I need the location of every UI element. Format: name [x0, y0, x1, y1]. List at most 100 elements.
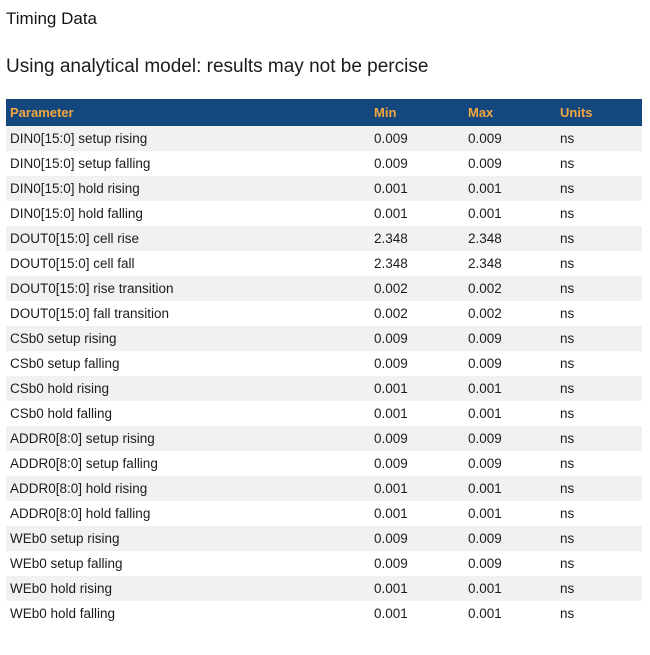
parameter-cell: DOUT0[15:0] cell rise [10, 231, 140, 246]
max-cell: 0.001 [468, 381, 502, 396]
min-cell: 0.002 [374, 281, 408, 296]
units-cell: ns [560, 406, 575, 421]
min-cell: 0.001 [374, 206, 408, 221]
max-cell: 0.009 [468, 531, 502, 546]
min-cell: 0.009 [374, 356, 408, 371]
parameter-cell: ADDR0[8:0] setup falling [10, 456, 158, 471]
units-cell: ns [560, 281, 575, 296]
max-cell: 0.001 [468, 581, 502, 596]
min-cell: 2.348 [374, 231, 408, 246]
table-row: CSb0 setup rising 0.009 0.009 ns [6, 326, 642, 351]
min-cell: 0.009 [374, 531, 408, 546]
max-cell: 2.348 [468, 256, 502, 271]
table-row: DOUT0[15:0] fall transition 0.002 0.002 ns [6, 301, 642, 326]
table-row: CSb0 hold falling 0.001 0.001 ns [6, 401, 642, 426]
max-cell: 0.009 [468, 131, 502, 146]
table-row: WEb0 setup falling 0.009 0.009 ns [6, 551, 642, 576]
units-cell: ns [560, 306, 575, 321]
max-cell: 0.009 [468, 431, 502, 446]
min-cell: 0.001 [374, 381, 408, 396]
units-cell: ns [560, 156, 575, 171]
page-title: Timing Data [6, 9, 98, 28]
min-cell: 0.001 [374, 581, 408, 596]
min-cell: 0.002 [374, 306, 408, 321]
parameter-cell: DIN0[15:0] setup falling [10, 156, 151, 171]
table-header: Parameter Min Max Units [6, 99, 642, 126]
table-row: DIN0[15:0] setup falling 0.009 0.009 ns [6, 151, 642, 176]
units-cell: ns [560, 531, 575, 546]
units-cell: ns [560, 456, 575, 471]
units-cell: ns [560, 581, 575, 596]
max-cell: 0.001 [468, 606, 502, 621]
parameter-cell: WEb0 hold rising [10, 581, 113, 596]
min-cell: 2.348 [374, 256, 408, 271]
max-cell: 0.001 [468, 481, 502, 496]
parameter-cell: ADDR0[8:0] hold falling [10, 506, 151, 521]
parameter-cell: DOUT0[15:0] cell fall [10, 256, 135, 271]
table-body: DIN0[15:0] setup rising 0.009 0.009 ns DIN0[… [6, 126, 642, 626]
table-row: CSb0 hold rising 0.001 0.001 ns [6, 376, 642, 401]
parameter-cell: WEb0 setup rising [10, 531, 120, 546]
max-cell: 0.001 [468, 406, 502, 421]
table-row: ADDR0[8:0] setup falling 0.009 0.009 ns [6, 451, 642, 476]
table-row: DIN0[15:0] hold falling 0.001 0.001 ns [6, 201, 642, 226]
parameter-cell: DIN0[15:0] hold falling [10, 206, 143, 221]
min-cell: 0.001 [374, 506, 408, 521]
parameter-cell: ADDR0[8:0] setup rising [10, 431, 155, 446]
table-row: DOUT0[15:0] cell rise 2.348 2.348 ns [6, 226, 642, 251]
parameter-cell: WEb0 setup falling [10, 556, 123, 571]
units-cell: ns [560, 556, 575, 571]
table-row: WEb0 hold falling 0.001 0.001 ns [6, 601, 642, 626]
parameter-cell: CSb0 setup rising [10, 331, 117, 346]
parameter-cell: WEb0 hold falling [10, 606, 116, 621]
units-cell: ns [560, 381, 575, 396]
max-cell: 0.009 [468, 556, 502, 571]
units-cell: ns [560, 506, 575, 521]
column-header-max: Max [464, 99, 556, 126]
table-row: DIN0[15:0] setup rising 0.009 0.009 ns [6, 126, 642, 151]
min-cell: 0.009 [374, 156, 408, 171]
max-cell: 0.001 [468, 206, 502, 221]
table-header-row: Parameter Min Max Units [6, 99, 642, 126]
parameter-cell: CSb0 hold falling [10, 406, 113, 421]
units-cell: ns [560, 206, 575, 221]
parameter-cell: ADDR0[8:0] hold rising [10, 481, 148, 496]
units-cell: ns [560, 606, 575, 621]
table-row: DOUT0[15:0] cell fall 2.348 2.348 ns [6, 251, 642, 276]
min-cell: 0.009 [374, 331, 408, 346]
min-cell: 0.009 [374, 556, 408, 571]
min-cell: 0.001 [374, 406, 408, 421]
units-cell: ns [560, 181, 575, 196]
table-row: DOUT0[15:0] rise transition 0.002 0.002 ns [6, 276, 642, 301]
column-header-units: Units [556, 99, 642, 126]
units-cell: ns [560, 131, 575, 146]
units-cell: ns [560, 256, 575, 271]
column-header-parameter: Parameter [6, 99, 370, 126]
max-cell: 0.009 [468, 456, 502, 471]
parameter-cell: DIN0[15:0] setup rising [10, 131, 148, 146]
timing-data-table: Parameter Min Max Units DIN0[15:0] setup… [6, 99, 642, 626]
table-row: CSb0 setup falling 0.009 0.009 ns [6, 351, 642, 376]
min-cell: 0.001 [374, 606, 408, 621]
parameter-cell: DOUT0[15:0] fall transition [10, 306, 170, 321]
min-cell: 0.001 [374, 481, 408, 496]
min-cell: 0.009 [374, 431, 408, 446]
max-cell: 0.001 [468, 506, 502, 521]
max-cell: 0.009 [468, 331, 502, 346]
page-subtitle: Using analytical model: results may not … [6, 56, 429, 77]
max-cell: 0.002 [468, 281, 502, 296]
max-cell: 0.009 [468, 356, 502, 371]
units-cell: ns [560, 431, 575, 446]
min-cell: 0.009 [374, 456, 408, 471]
min-cell: 0.009 [374, 131, 408, 146]
units-cell: ns [560, 356, 575, 371]
table-row: ADDR0[8:0] setup rising 0.009 0.009 ns [6, 426, 642, 451]
parameter-cell: DIN0[15:0] hold rising [10, 181, 140, 196]
parameter-cell: CSb0 setup falling [10, 356, 120, 371]
table-row: ADDR0[8:0] hold falling 0.001 0.001 ns [6, 501, 642, 526]
max-cell: 0.002 [468, 306, 502, 321]
max-cell: 0.009 [468, 156, 502, 171]
parameter-cell: CSb0 hold rising [10, 381, 110, 396]
table-row: WEb0 setup rising 0.009 0.009 ns [6, 526, 642, 551]
units-cell: ns [560, 231, 575, 246]
